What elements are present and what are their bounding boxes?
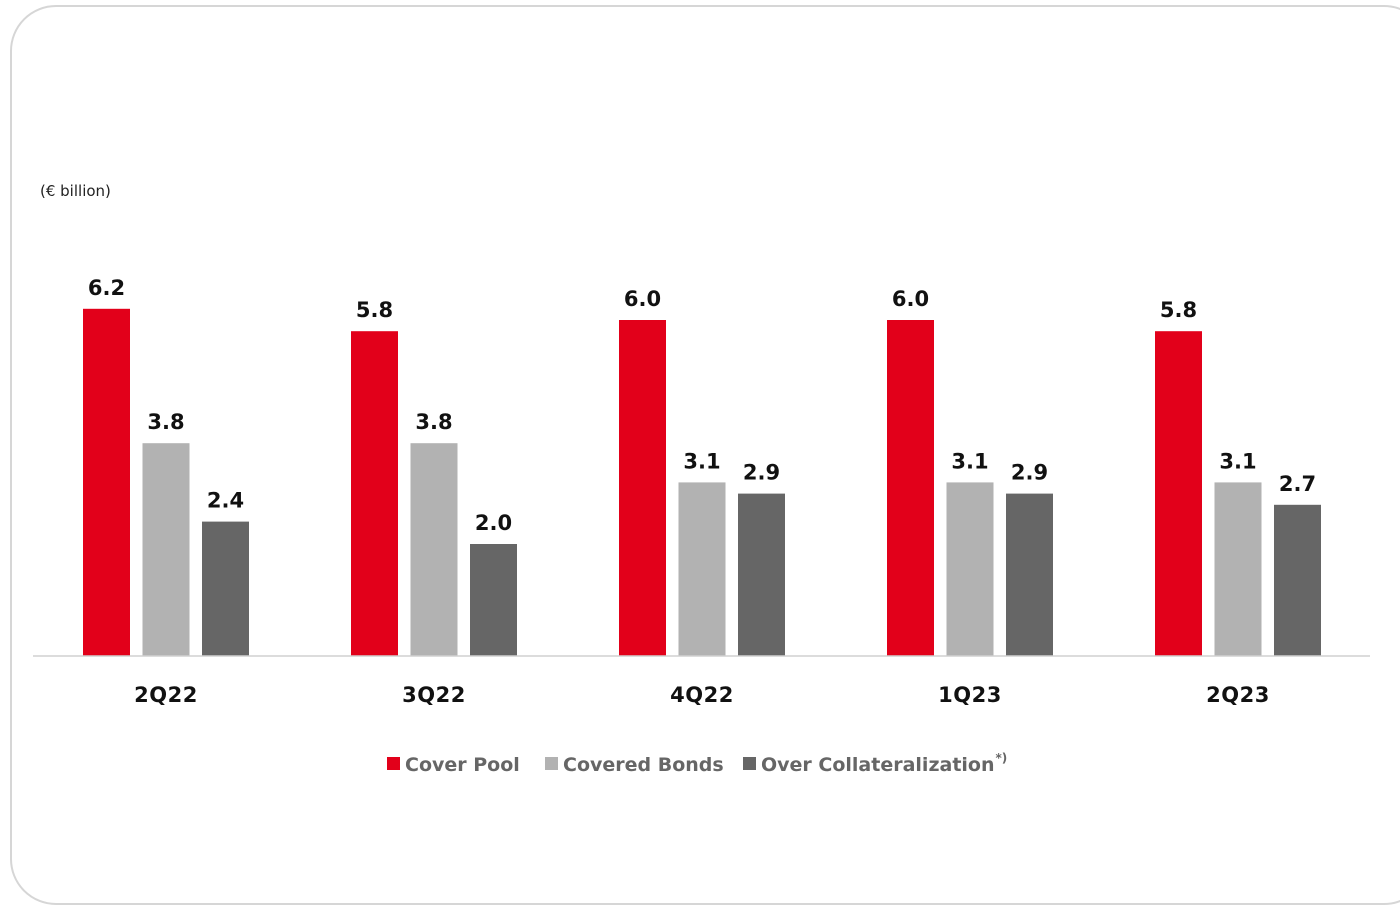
bar-covered-bonds-3q22 — [410, 443, 458, 656]
bar-covered-bonds-1q23 — [946, 482, 994, 656]
value-label: 2.0 — [475, 511, 512, 535]
bar-cover-pool-2q22 — [83, 308, 130, 656]
bar-cover-pool-1q23 — [887, 320, 934, 656]
value-label: 6.2 — [88, 276, 125, 300]
legend: Cover Pool Covered Bonds Over Collateraliz… — [387, 751, 1007, 776]
category-label: 1Q23 — [938, 683, 1002, 707]
legend-swatch — [545, 757, 558, 770]
bar-over-collateralization-3q22 — [470, 544, 517, 656]
bar-over-collateralization-2q22 — [202, 521, 249, 656]
bar-covered-bonds-2q23 — [1214, 482, 1262, 656]
chart: (€ billion) 6.23.82.45.83.82.06.03.1 2.96… — [33, 182, 1370, 776]
bar-cover-pool-2q23 — [1155, 331, 1202, 656]
bar-cover-pool-4q22 — [619, 320, 666, 656]
legend-label: Cover Pool — [405, 754, 520, 776]
value-label: 3.8 — [147, 410, 184, 434]
bar-cover-pool-3q22 — [351, 331, 398, 656]
value-label: 5.8 — [1160, 298, 1197, 322]
value-label: 2.7 — [1279, 472, 1316, 496]
category-label: 2Q23 — [1206, 683, 1270, 707]
category-label: 2Q22 — [134, 683, 198, 707]
legend-superscript: *) — [996, 751, 1008, 765]
category-label: 4Q22 — [670, 683, 734, 707]
category-labels: 2Q22 3Q22 4Q22 1Q23 2Q23 — [134, 683, 1270, 707]
value-label: 5.8 — [356, 298, 393, 322]
value-label: 2.9 — [1011, 461, 1048, 485]
value-label: 3.1 — [951, 449, 988, 473]
bar-covered-bonds-4q22 — [678, 482, 726, 656]
bar-over-collateralization-1q23 — [1006, 493, 1053, 656]
legend-swatch — [743, 757, 756, 770]
bar-over-collateralization-4q22 — [738, 493, 785, 656]
value-label: 6.0 — [892, 287, 929, 311]
bar-over-collateralization-2q23 — [1274, 504, 1321, 656]
value-label: 3.1 — [1219, 449, 1256, 473]
value-label: 6.0 — [624, 287, 661, 311]
unit-label: (€ billion) — [40, 182, 111, 200]
value-label: 3.1 — [683, 449, 720, 473]
bar-covered-bonds-2q22 — [142, 443, 190, 656]
value-label: 2.9 — [743, 461, 780, 485]
bars-group: 6.2 3.8 2.4 5.8 3.8 2.0 6.0 3.1 2.9 6.0 3.1 2.9 5.8 3… — [83, 276, 1321, 656]
legend-label: Covered Bonds — [563, 754, 724, 776]
value-label: 3.8 — [415, 410, 452, 434]
category-label: 3Q22 — [402, 683, 466, 707]
value-label: 2.4 — [207, 489, 244, 513]
legend-swatch — [387, 757, 400, 770]
legend-label: Over Collateralization — [761, 754, 995, 776]
